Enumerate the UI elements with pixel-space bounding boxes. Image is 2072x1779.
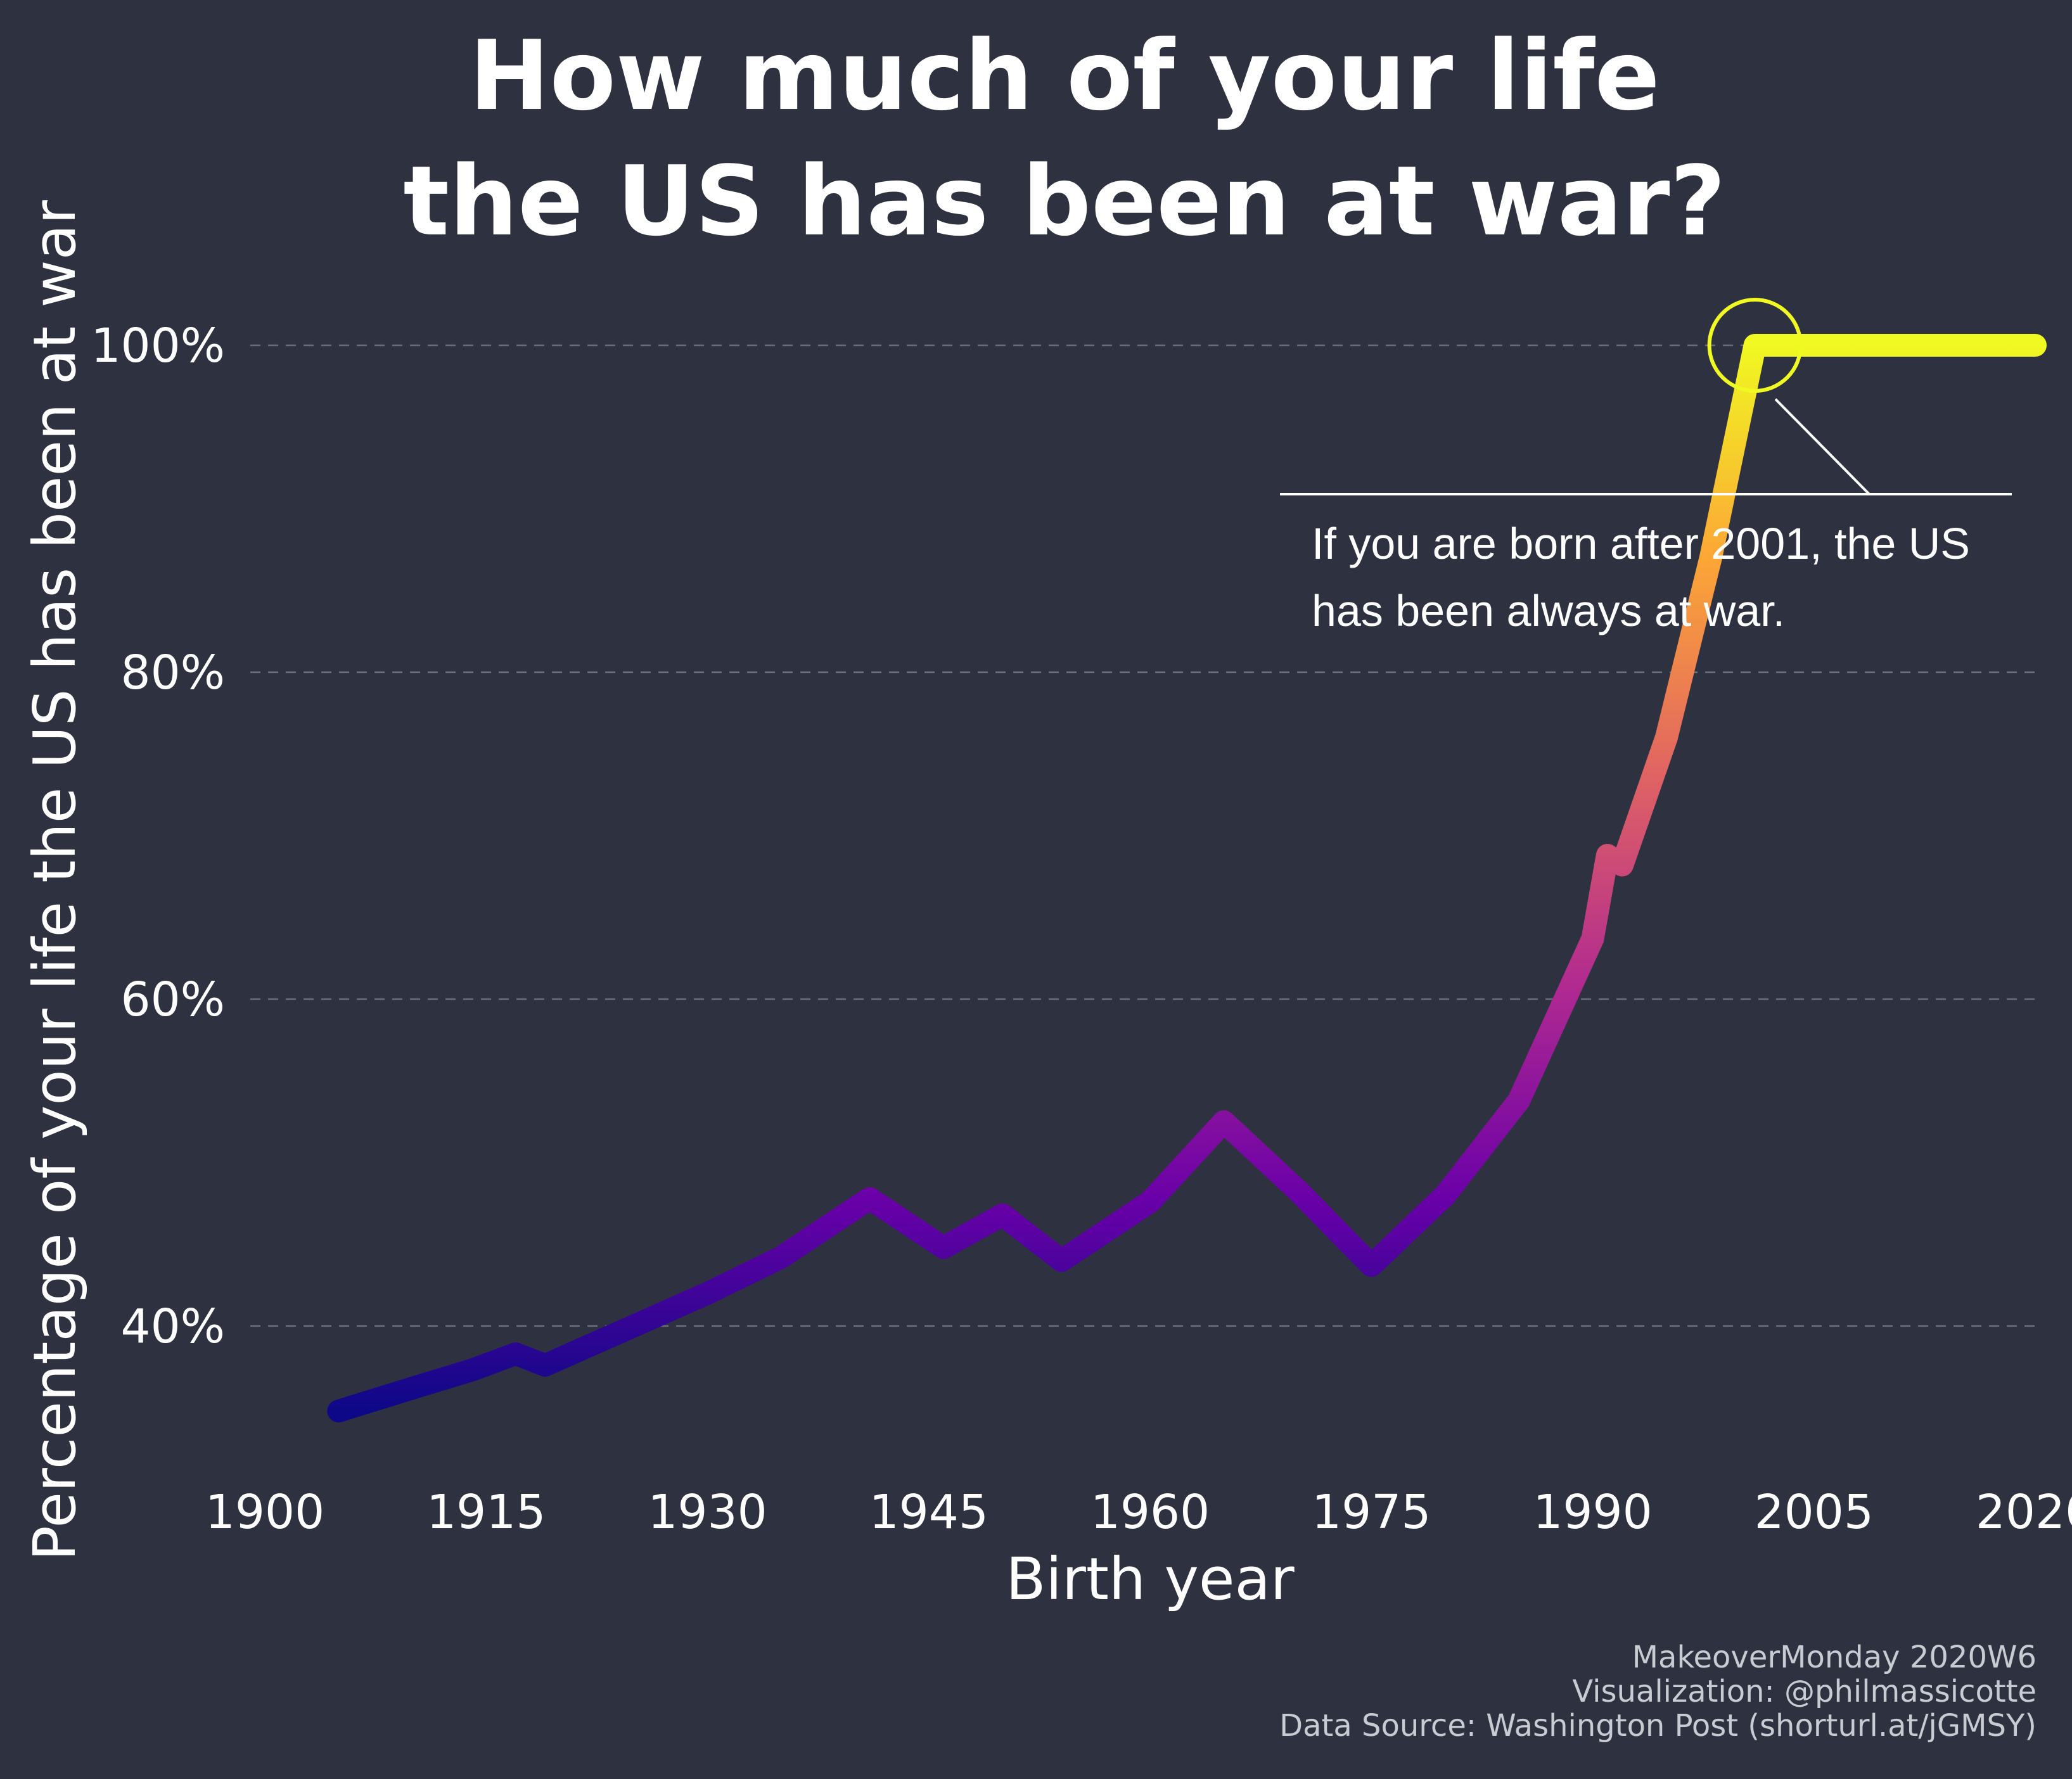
caption-source: Data Source: Washington Post (shorturl.a… (1279, 1708, 2037, 1744)
x-tick-label: 1990 (1533, 1485, 1652, 1540)
series-line (327, 334, 2047, 1423)
y-tick-label: 80% (121, 646, 225, 700)
annotation-leader-line (1774, 398, 1871, 495)
x-tick-label: 1930 (648, 1485, 767, 1540)
caption-makeover: MakeoverMonday 2020W6 (1632, 1640, 2037, 1675)
x-tick-label: 1900 (205, 1485, 324, 1540)
chart-title-line-1: How much of your life (469, 20, 1660, 132)
x-axis-ticks: 1900 1915 1930 1945 1960 1975 1990 2005 2020 (205, 1485, 2072, 1540)
x-tick-label: 2020 (1976, 1485, 2072, 1540)
y-tick-label: 100% (91, 319, 225, 373)
highlight-circle (1707, 298, 1803, 393)
gridlines (250, 344, 2035, 1327)
x-tick-label: 2005 (1755, 1485, 1874, 1540)
x-tick-label: 1975 (1312, 1485, 1431, 1540)
x-tick-label: 1915 (426, 1485, 546, 1540)
annotation-line-2: has been always at war. (1312, 586, 1785, 635)
y-tick-label: 60% (121, 972, 225, 1027)
chart-title-line-2: the US has been at war? (403, 145, 1725, 257)
x-tick-label: 1960 (1090, 1485, 1210, 1540)
annotation-line-1: If you are born after 2001, the US (1312, 519, 1970, 568)
caption-visualization: Visualization: @philmassicotte (1572, 1674, 2037, 1709)
x-tick-label: 1945 (869, 1485, 988, 1540)
y-axis-ticks: 40% 60% 80% 100% (91, 319, 225, 1354)
x-axis-title: Birth year (1006, 1545, 1295, 1613)
y-tick-label: 40% (121, 1299, 225, 1354)
y-axis-title: Percentage of your life the US has been … (21, 200, 89, 1561)
series-points (336, 343, 2037, 1413)
